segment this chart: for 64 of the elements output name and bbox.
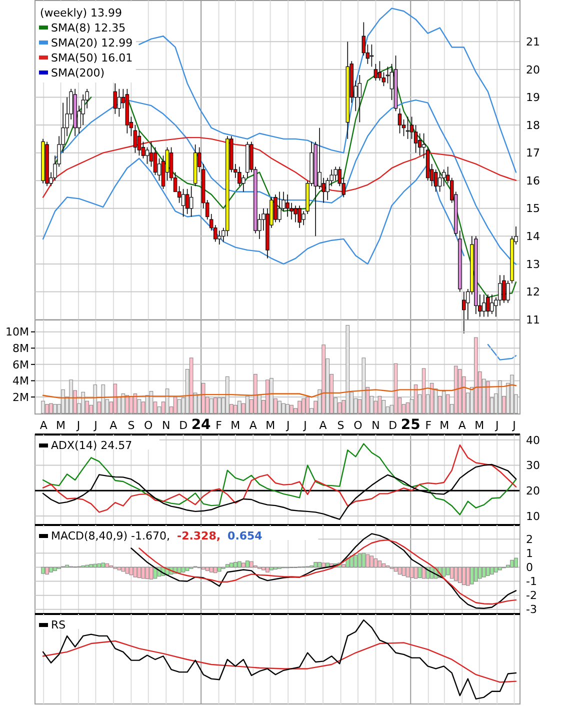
y-tick-label: -3 [526, 603, 537, 616]
y-tick-label: 20 [526, 484, 540, 498]
x-tick-label: J [512, 419, 516, 432]
y-tick-label: 16 [526, 174, 540, 188]
y-tick-label: 8M [12, 342, 29, 355]
x-tick-label: F [425, 419, 432, 432]
y-tick-label: 10 [526, 510, 540, 523]
x-tick-label: S [128, 419, 135, 432]
legend-label: SMA(20) 12.99 [51, 36, 133, 50]
x-tick-label: A [249, 419, 258, 432]
x-tick-label: F [216, 419, 222, 432]
x-tick-label: 24 [191, 417, 212, 433]
x-tick-label: D [179, 419, 188, 432]
legend-label: MACD(8,40,9) -1.670, [51, 530, 170, 542]
x-tick-label: M [440, 419, 450, 432]
text: -2.328, [177, 530, 221, 542]
y-tick-label: 30 [526, 459, 540, 472]
y-tick-label: 4M [12, 374, 29, 388]
y-tick-label: -1 [526, 575, 537, 588]
y-tick-label: 17 [526, 146, 540, 160]
x-tick-label: D [388, 419, 398, 432]
x-tick-label: O [144, 419, 154, 432]
x-tick-label: J [93, 419, 98, 432]
y-tick-label: -2 [526, 589, 537, 602]
x-tick-label: M [230, 419, 240, 432]
y-tick-label: 10M [6, 326, 29, 339]
x-tick-label: A [458, 419, 466, 432]
x-tick-label: M [474, 419, 484, 432]
x-tick-label: A [319, 419, 328, 432]
y-tick-label: 11 [526, 313, 540, 326]
x-tick-label: J [494, 419, 499, 432]
legend-label: SMA(200) [51, 66, 105, 80]
x-tick-label: O [354, 419, 363, 432]
y-tick-label: 2M [12, 390, 29, 404]
y-tick-label: 40 [526, 434, 540, 447]
x-tick-label: N [372, 419, 380, 432]
y-tick-label: 13 [526, 258, 540, 271]
legend-label: SMA(50) 16.01 [51, 52, 133, 64]
x-tick-label: M [56, 419, 66, 432]
y-tick-label: 21 [526, 36, 540, 49]
y-tick-label: 0 [526, 561, 533, 574]
x-tick-label: A [110, 419, 118, 432]
annotation: 0.654 [228, 530, 263, 542]
y-tick-label: 14 [526, 230, 540, 244]
x-tick-label: J [302, 419, 307, 432]
x-tick-label: A [40, 419, 48, 432]
y-tick-label: 20 [526, 63, 540, 76]
x-tick-label: J [285, 419, 290, 432]
y-tick-label: 12 [526, 286, 540, 299]
x-tick-label: S [337, 419, 344, 432]
legend-label: SMA(8) 12.35 [51, 22, 126, 34]
y-tick-label: 19 [526, 91, 540, 104]
legend-label: ADX(14) 24.57 [51, 439, 132, 452]
y-tick-label: 1 [526, 546, 533, 560]
y-tick-label: 2 [526, 532, 533, 546]
y-tick-label: 6M [12, 358, 29, 372]
x-tick-label: J [76, 419, 80, 432]
y-tick-label: 15 [526, 202, 540, 216]
text: (weekly) 13.99 [40, 6, 122, 20]
x-tick-label: 25 [400, 417, 420, 433]
y-tick-label: 18 [526, 118, 540, 132]
x-tick-label: M [266, 419, 276, 432]
x-tick-label: N [162, 419, 170, 432]
legend-label: RS [51, 618, 66, 632]
